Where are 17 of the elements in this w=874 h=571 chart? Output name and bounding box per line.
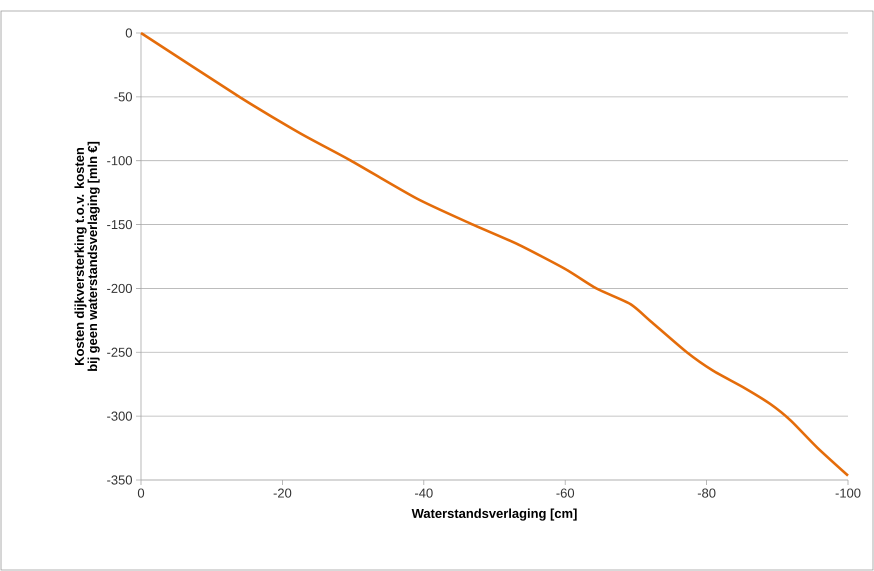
y-tick-label: -100: [107, 156, 132, 166]
x-tick-label: -60: [556, 488, 574, 498]
x-tick-label: -40: [415, 488, 433, 498]
x-axis-title: Waterstandsverlaging [cm]: [412, 508, 577, 521]
x-tick-label: 0: [138, 488, 144, 498]
y-tick-label: -200: [107, 284, 132, 293]
y-tick-label: -50: [114, 92, 132, 102]
x-tick-label: -100: [836, 488, 860, 498]
x-tick-label: -20: [274, 488, 292, 498]
y-tick-label: -350: [107, 475, 132, 485]
y-tick-label: -150: [107, 220, 132, 230]
y-tick-label: 0: [126, 28, 132, 38]
line-series: [140, 32, 850, 477]
y-axis-title: Kosten dijkversterking t.o.v. kosten bij geen waterstandsverlaging [mln €]: [74, 142, 100, 371]
y-tick-label: -300: [107, 412, 132, 421]
y-tick-label: -250: [107, 348, 132, 357]
x-tick-label: -80: [698, 488, 716, 498]
